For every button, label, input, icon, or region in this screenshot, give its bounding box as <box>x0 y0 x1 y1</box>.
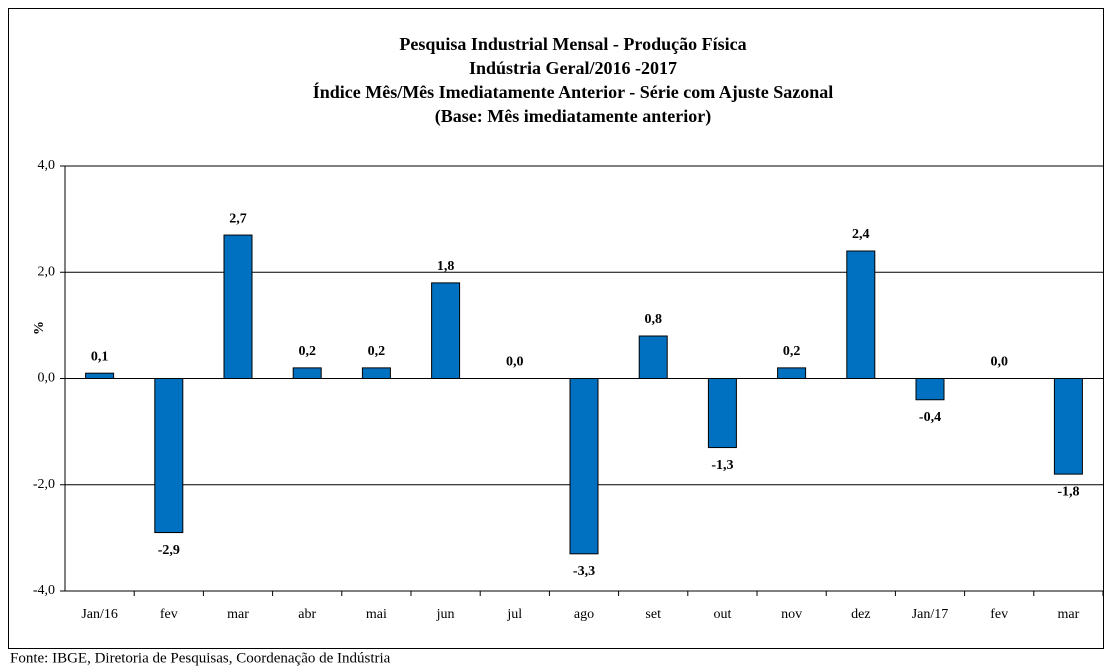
bar <box>707 378 737 449</box>
value-label: -1,8 <box>1057 484 1079 499</box>
x-tick-label: jul <box>506 607 522 622</box>
chart-subtitle: Indústria Geral/2016 -2017 <box>469 58 677 78</box>
x-tick-label: ago <box>574 607 594 622</box>
bar <box>569 378 599 555</box>
chart-frame <box>8 8 1104 649</box>
value-label: -2,9 <box>158 543 180 558</box>
bar <box>223 234 253 379</box>
chart-subtitle: (Base: Mês imediatamente anterior) <box>435 106 711 127</box>
bar <box>638 335 668 379</box>
value-label: 0,0 <box>506 355 524 370</box>
x-tick-label: Jan/17 <box>912 607 949 622</box>
bar <box>915 378 945 401</box>
x-tick-label: fev <box>990 607 1008 622</box>
value-label: 0,2 <box>298 344 316 359</box>
value-label: 0,0 <box>990 355 1008 370</box>
chart-subtitle: Índice Mês/Mês Imediatamente Anterior - … <box>313 81 834 102</box>
source: Fonte: IBGE, Diretoria de Pesquisas, Coo… <box>10 650 391 666</box>
x-tick-label: mai <box>366 607 387 622</box>
y-axis-label: % <box>32 321 47 335</box>
x-tick-label: nov <box>781 607 802 622</box>
value-label: 0,1 <box>91 349 109 364</box>
bar <box>846 250 876 379</box>
value-label: 0,2 <box>368 344 386 359</box>
x-tick-label: mar <box>227 607 249 622</box>
bar <box>1053 378 1083 475</box>
bar <box>777 367 807 379</box>
bar <box>85 372 115 379</box>
value-label: 2,4 <box>852 227 870 242</box>
y-tick-label: 2,0 <box>38 264 56 279</box>
x-tick-label: Jan/16 <box>81 607 118 622</box>
y-tick-label: -2,0 <box>33 477 55 492</box>
bar <box>154 378 184 534</box>
bar <box>431 282 461 379</box>
value-label: -3,3 <box>573 564 595 579</box>
value-label: 1,8 <box>437 259 455 274</box>
x-tick-label: mar <box>1058 607 1080 622</box>
x-tick-label: fev <box>160 607 178 622</box>
y-tick-label: 0,0 <box>38 371 56 386</box>
value-label: 0,2 <box>783 344 801 359</box>
y-tick-label: -4,0 <box>33 583 55 598</box>
value-label: 2,7 <box>229 211 247 226</box>
value-label: -1,3 <box>711 458 733 473</box>
x-tick-label: set <box>645 607 661 622</box>
y-tick-label: 4,0 <box>38 158 56 173</box>
x-tick-label: dez <box>851 607 870 622</box>
bar <box>292 367 322 379</box>
bar <box>361 367 391 379</box>
value-label: 0,8 <box>644 312 662 327</box>
x-tick-label: jun <box>436 607 455 622</box>
x-tick-label: out <box>713 607 731 622</box>
value-label: -0,4 <box>919 410 941 425</box>
chart-title: Pesquisa Industrial Mensal - Produção Fí… <box>399 34 746 54</box>
x-tick-label: abr <box>298 607 316 622</box>
